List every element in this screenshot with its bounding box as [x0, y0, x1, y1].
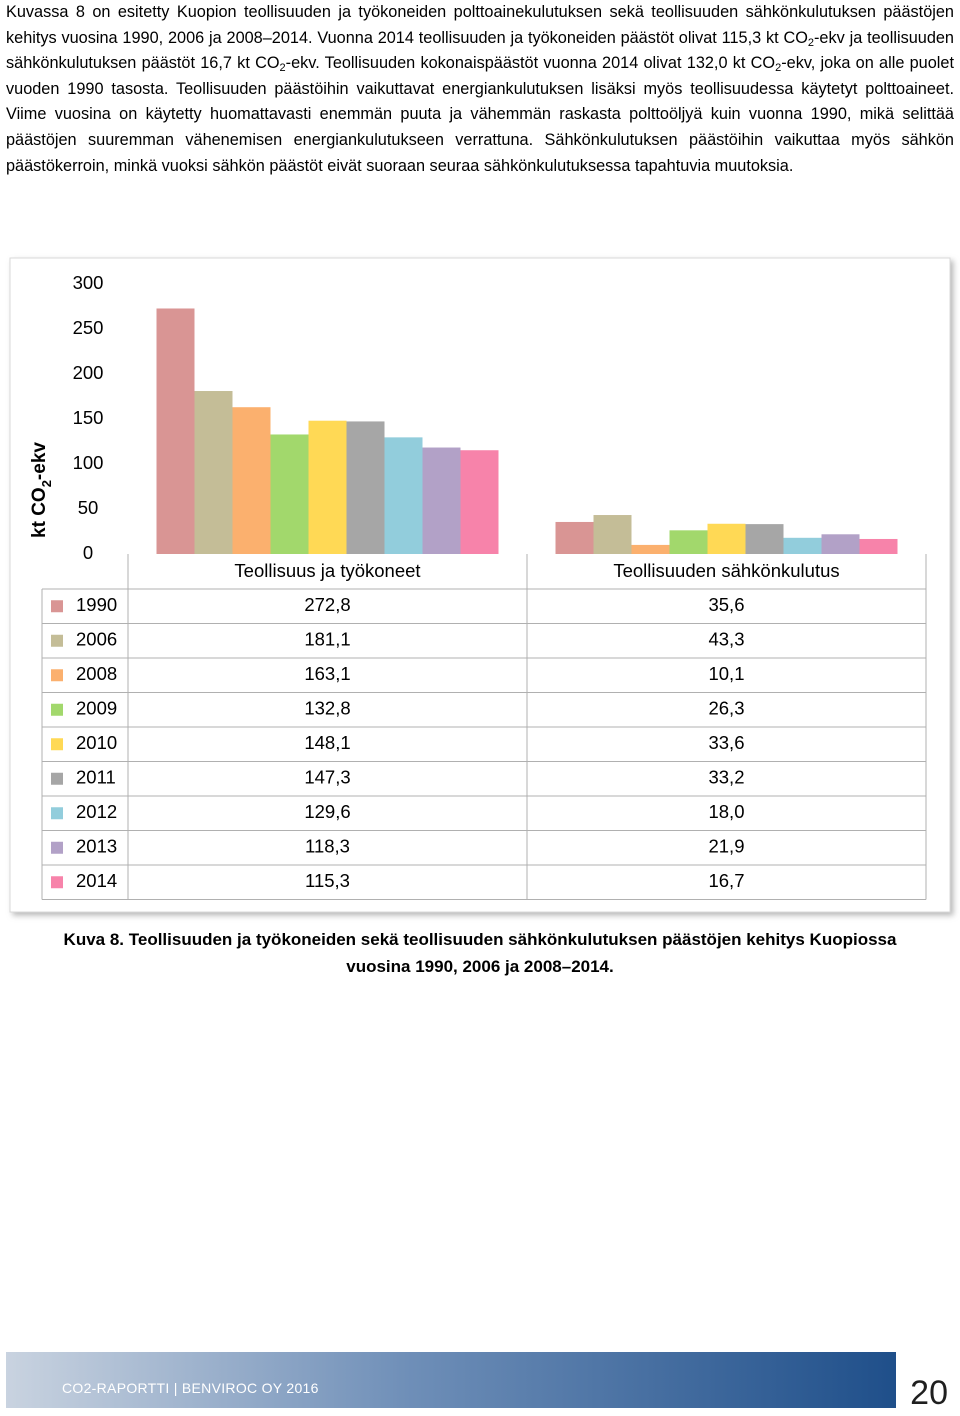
y-tick-label: 200: [73, 362, 104, 383]
legend-label: 1990: [76, 594, 117, 615]
bar: [783, 537, 822, 554]
value-label: 18,0: [708, 801, 744, 822]
text-run: -ekv, joka on alle puolet vuoden 1990 ta…: [6, 54, 954, 175]
body-text: Kuvassa 8 on esitetty Kuopion teollisuud…: [6, 0, 954, 179]
value-label: 35,6: [708, 594, 744, 615]
legend-label: 2006: [76, 629, 117, 650]
legend-label: 2008: [76, 663, 117, 684]
page-number: 20: [910, 1374, 948, 1412]
subscript: 2: [775, 62, 782, 75]
text-run: kt CO: [29, 487, 50, 538]
bar: [270, 434, 309, 554]
legend-key: [51, 669, 63, 682]
bar: [384, 437, 423, 554]
bar: [669, 530, 708, 554]
legend-key: [51, 600, 63, 613]
text-run: -ekv. Teollisuuden kokonaispäästöt vuonn…: [285, 54, 776, 73]
value-label: 181,1: [304, 629, 350, 650]
value-label: 33,6: [708, 732, 744, 753]
value-label: 272,8: [304, 594, 350, 615]
bar: [593, 515, 632, 554]
legend-label: 2011: [76, 767, 116, 788]
legend-label: 2010: [76, 732, 117, 753]
y-tick-label: 100: [73, 452, 104, 473]
y-tick-label: 0: [83, 542, 93, 563]
category-label: Teollisuus ja työkoneet: [234, 560, 420, 581]
text-run: -ekv: [29, 442, 50, 480]
y-tick-label: 150: [73, 407, 104, 428]
text-run: Kuvassa 8 on esitetty Kuopion teollisuud…: [6, 3, 954, 47]
footer-bar: CO2-RAPORTTI | BENVIROC OY 2016: [6, 1352, 896, 1408]
value-label: 147,3: [304, 767, 350, 788]
legend-label: 2013: [76, 836, 117, 857]
legend-label: 2012: [76, 801, 117, 822]
y-tick-label: 300: [73, 272, 104, 293]
bar: [707, 523, 746, 554]
value-label: 21,9: [708, 836, 744, 857]
legend-key: [51, 634, 63, 647]
legend-key: [51, 738, 63, 751]
subscript: 2: [39, 480, 54, 487]
chart-frame: [9, 257, 951, 913]
value-label: 26,3: [708, 698, 744, 719]
y-tick-label: 250: [73, 317, 104, 338]
bar: [308, 420, 347, 554]
legend-key: [51, 807, 63, 820]
category-label: Teollisuuden sähkönkulutus: [613, 560, 839, 581]
caption: Kuva 8. Teollisuuden ja työkoneiden sekä…: [63, 930, 897, 976]
text-run: -ekv ja teollisuuden sähkönkulutuksen pä…: [6, 28, 954, 73]
bar: [156, 308, 195, 554]
bar: [821, 534, 860, 554]
bar: [631, 544, 670, 554]
legend-key: [51, 876, 63, 889]
value-label: 132,8: [304, 698, 350, 719]
legend-key: [51, 772, 63, 785]
bar: [422, 447, 461, 554]
value-label: 115,3: [305, 870, 350, 891]
bar: [194, 391, 233, 554]
footer-text: CO2-RAPORTTI | BENVIROC OY 2016: [62, 1380, 319, 1396]
value-label: 118,3: [305, 836, 350, 857]
bar: [745, 524, 784, 554]
legend-key: [51, 841, 63, 854]
value-label: 163,1: [304, 663, 350, 684]
legend-label: 2014: [76, 870, 117, 891]
value-label: 16,7: [708, 870, 744, 891]
subscript: 2: [279, 62, 286, 75]
bar: [859, 538, 898, 554]
value-label: 129,6: [304, 801, 350, 822]
legend-label: 2009: [76, 698, 117, 719]
bar: [460, 450, 499, 554]
value-label: 43,3: [708, 629, 744, 650]
legend-key: [51, 703, 63, 716]
y-tick-label: 50: [78, 497, 99, 518]
subscript: 2: [807, 36, 815, 49]
bar: [346, 421, 385, 554]
value-label: 10,1: [708, 663, 744, 684]
y-axis-label: kt CO2-ekv: [29, 442, 54, 538]
bar: [555, 521, 594, 554]
value-label: 33,2: [708, 767, 744, 788]
bar: [232, 407, 271, 554]
value-label: 148,1: [304, 732, 350, 753]
